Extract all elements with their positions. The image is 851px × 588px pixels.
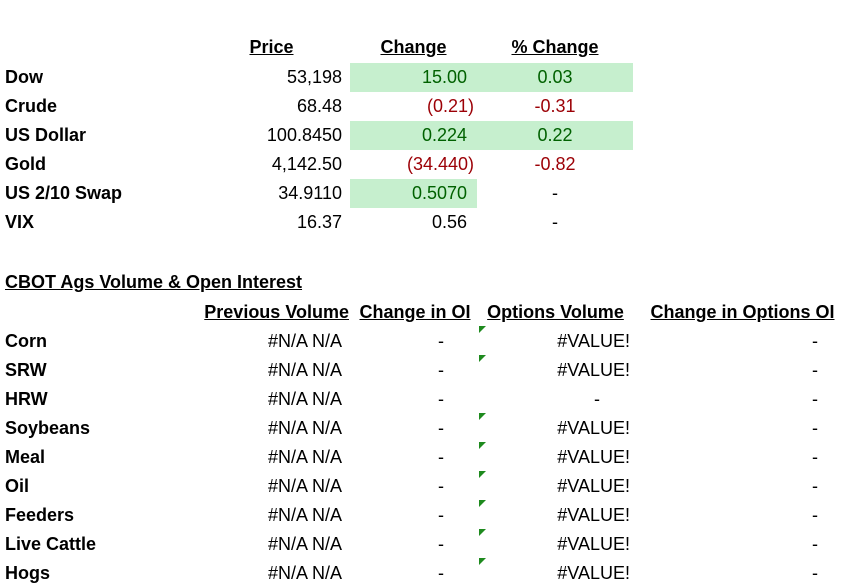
column-header: Change in OI [359,301,471,322]
row-label: Meal [5,446,46,467]
row-label: HRW [5,388,48,409]
error-indicator [479,326,486,333]
options-volume: #VALUE! [557,504,630,525]
row-label: VIX [5,211,35,232]
previous-volume: #N/A N/A [267,475,342,496]
error-indicator [479,355,486,362]
change-in-oi: - [438,504,444,525]
options-volume: #VALUE! [557,533,630,554]
previous-volume: #N/A N/A [267,446,342,467]
pct-change: 0.03 [477,62,633,92]
previous-volume: #N/A N/A [267,388,342,409]
change: (34.440) [406,153,474,174]
change-in-options-oi: - [812,388,818,409]
row-label: Live Cattle [5,533,97,554]
row-label: SRW [5,359,47,380]
row-label: Crude [5,95,58,116]
change-in-options-oi: - [812,533,818,554]
column-header: % Change [511,36,599,57]
error-indicator [479,500,486,507]
change: 0.5070 [350,178,477,208]
change: (0.21) [426,95,474,116]
pct-change: - [552,211,558,232]
change-in-oi: - [438,562,444,583]
price: 53,198 [286,66,342,87]
previous-volume: #N/A N/A [267,417,342,438]
price: 4,142.50 [271,153,342,174]
price: 16.37 [296,211,342,232]
change-in-options-oi: - [812,475,818,496]
change-in-options-oi: - [812,359,818,380]
row-label: Oil [5,475,30,496]
error-indicator [479,471,486,478]
pct-change: 0.22 [477,120,633,150]
row-label: Dow [5,66,43,87]
change-in-options-oi: - [812,330,818,351]
change-in-options-oi: - [812,417,818,438]
price: 100.8450 [266,124,342,145]
change-in-oi: - [438,417,444,438]
change-in-oi: - [438,388,444,409]
error-indicator [479,529,486,536]
options-volume: #VALUE! [557,446,630,467]
price: 34.9110 [278,182,342,203]
error-indicator [479,558,486,565]
change: 0.224 [350,120,477,150]
pct-change: -0.31 [534,95,576,116]
previous-volume: #N/A N/A [267,504,342,525]
column-header: Previous Volume [204,301,349,322]
change-in-options-oi: - [812,562,818,583]
price: 68.48 [296,95,342,116]
change-in-oi: - [438,475,444,496]
previous-volume: #N/A N/A [267,359,342,380]
column-header: Change [380,36,447,57]
row-label: Hogs [5,562,50,583]
error-indicator [479,413,486,420]
change-in-oi: - [438,533,444,554]
change-in-options-oi: - [812,504,818,525]
change: 15.00 [350,62,477,92]
previous-volume: #N/A N/A [267,562,342,583]
section-title: CBOT Ags Volume & Open Interest [5,271,303,292]
pct-change: -0.82 [534,153,576,174]
change: 0.56 [431,211,467,232]
options-volume: #VALUE! [557,562,630,583]
change-in-oi: - [438,446,444,467]
error-indicator [479,442,486,449]
previous-volume: #N/A N/A [267,533,342,554]
change-in-oi: - [438,330,444,351]
row-label: Gold [5,153,46,174]
column-header: Price [249,36,294,57]
previous-volume: #N/A N/A [267,330,342,351]
options-volume: #VALUE! [557,359,630,380]
row-label: Feeders [5,504,75,525]
row-label: US 2/10 Swap [5,182,123,203]
options-volume: #VALUE! [557,475,630,496]
column-header: Options Volume [487,301,624,322]
row-label: Corn [5,330,47,351]
change-in-oi: - [438,359,444,380]
pct-change: - [552,182,558,203]
options-volume: #VALUE! [557,330,630,351]
options-volume: #VALUE! [557,417,630,438]
options-volume: - [594,388,600,409]
column-header: Change in Options OI [650,301,835,322]
row-label: US Dollar [5,124,87,145]
change-in-options-oi: - [812,446,818,467]
row-label: Soybeans [5,417,91,438]
